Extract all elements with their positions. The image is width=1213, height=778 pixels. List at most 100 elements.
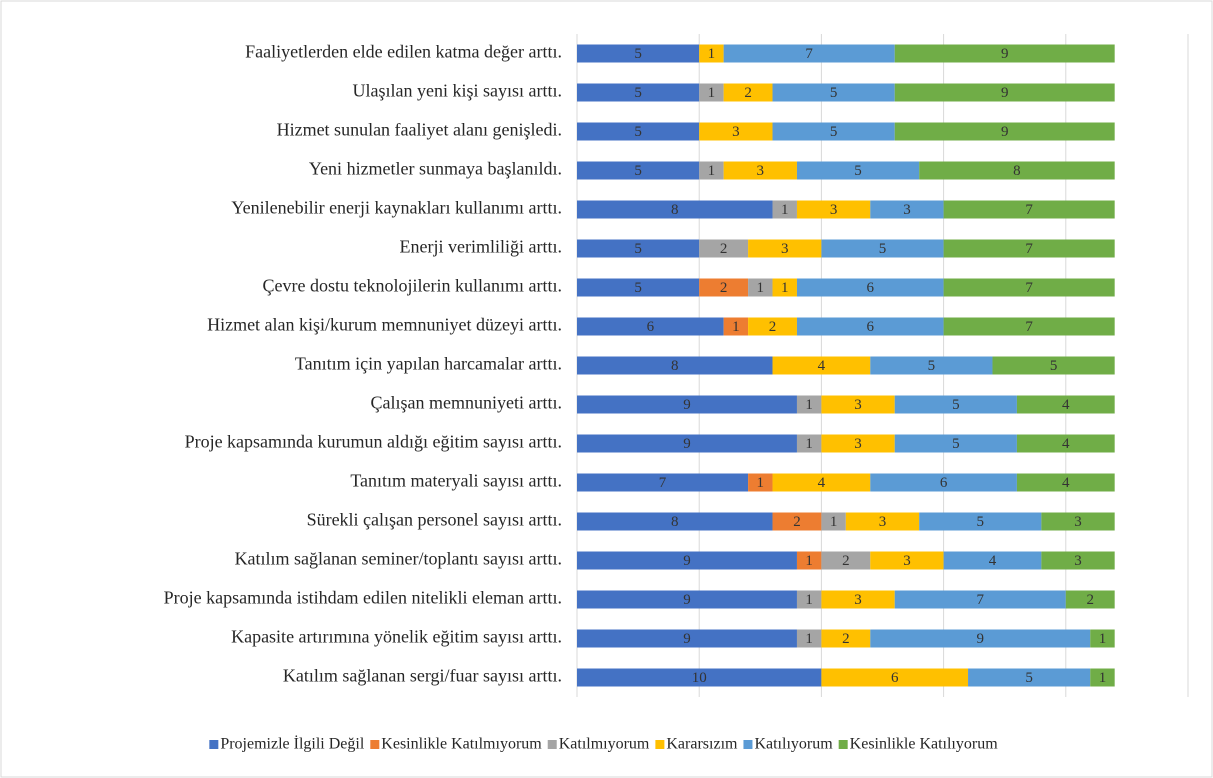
value-label: 9 bbox=[683, 436, 691, 452]
bar-segment bbox=[723, 161, 797, 180]
value-label: 10 bbox=[692, 670, 707, 686]
value-label: 5 bbox=[1050, 358, 1058, 374]
category-label: Çalışan memnuniyeti arttı. bbox=[371, 393, 562, 413]
value-label: 8 bbox=[671, 358, 679, 374]
bar-segment bbox=[577, 434, 797, 453]
value-label: 4 bbox=[818, 475, 826, 491]
bar-segment bbox=[577, 395, 797, 414]
legend-swatch bbox=[655, 740, 665, 749]
value-label: 1 bbox=[732, 319, 740, 335]
bar-segment bbox=[772, 356, 871, 375]
value-label: 3 bbox=[854, 436, 862, 452]
value-label: 7 bbox=[1025, 319, 1033, 335]
bar-segment bbox=[968, 668, 1091, 687]
bar-segment bbox=[943, 278, 1115, 297]
value-label: 5 bbox=[634, 46, 642, 62]
bar-segment bbox=[1041, 512, 1115, 531]
value-label: 1 bbox=[708, 163, 716, 179]
value-label: 3 bbox=[854, 397, 862, 413]
value-label: 5 bbox=[952, 436, 960, 452]
value-label: 6 bbox=[891, 670, 899, 686]
value-label: 1 bbox=[805, 631, 813, 647]
bar-segment bbox=[577, 629, 797, 648]
bar-segment bbox=[821, 434, 895, 453]
legend-label: Kararsızım bbox=[666, 736, 738, 753]
bar-segment bbox=[894, 395, 1017, 414]
bar-segment bbox=[577, 356, 773, 375]
value-label: 5 bbox=[1025, 670, 1033, 686]
value-label: 1 bbox=[1099, 670, 1107, 686]
value-label: 1 bbox=[757, 280, 765, 296]
bar-segment bbox=[577, 551, 797, 570]
value-label: 2 bbox=[793, 514, 801, 530]
value-label: 9 bbox=[683, 397, 691, 413]
bar-segment bbox=[894, 590, 1066, 609]
category-label: Çevre dostu teknolojilerin kullanımı art… bbox=[263, 276, 562, 296]
bar-segment bbox=[577, 122, 700, 141]
category-label: Hizmet alan kişi/kurum memnuniyet düzeyi… bbox=[207, 315, 562, 335]
value-label: 3 bbox=[781, 241, 789, 257]
bar-segment bbox=[1090, 629, 1115, 648]
bar-segment bbox=[577, 473, 749, 492]
category-label: Kapasite artırımına yönelik eğitim sayıs… bbox=[231, 627, 562, 647]
bar-segment bbox=[992, 356, 1115, 375]
value-label: 1 bbox=[805, 553, 813, 569]
bar-segment bbox=[919, 161, 1115, 180]
value-label: 1 bbox=[805, 397, 813, 413]
value-label: 5 bbox=[830, 85, 838, 101]
bar-segment bbox=[577, 590, 797, 609]
bar-segment bbox=[699, 83, 724, 102]
bar-segment bbox=[796, 278, 944, 297]
bar-segment bbox=[699, 44, 724, 63]
value-label: 4 bbox=[1062, 436, 1070, 452]
category-label: Enerji verimliliği arttı. bbox=[400, 237, 562, 257]
bar-segment bbox=[894, 122, 1115, 141]
value-label: 3 bbox=[1074, 514, 1082, 530]
bar-segment bbox=[821, 629, 871, 648]
bar-segment bbox=[699, 239, 749, 258]
value-label: 1 bbox=[757, 475, 765, 491]
bar-segment bbox=[1016, 395, 1115, 414]
value-label: 9 bbox=[1001, 46, 1009, 62]
value-label: 2 bbox=[720, 241, 728, 257]
bar-segment bbox=[894, 83, 1115, 102]
legend-swatch bbox=[370, 740, 380, 749]
bar-segment bbox=[943, 200, 1115, 219]
bar-segment bbox=[796, 317, 944, 336]
category-label: Yenilenebilir enerji kaynakları kullanım… bbox=[231, 198, 562, 218]
value-label: 8 bbox=[1013, 163, 1021, 179]
value-label: 4 bbox=[818, 358, 826, 374]
value-label: 7 bbox=[977, 592, 985, 608]
value-label: 9 bbox=[683, 631, 691, 647]
value-label: 2 bbox=[1086, 592, 1094, 608]
value-label: 9 bbox=[1001, 85, 1009, 101]
value-label: 3 bbox=[830, 202, 838, 218]
value-label: 6 bbox=[867, 280, 875, 296]
bar-segment bbox=[577, 83, 700, 102]
bar-segment bbox=[577, 278, 700, 297]
legend-swatch bbox=[743, 740, 753, 749]
value-label: 6 bbox=[940, 475, 948, 491]
value-label: 7 bbox=[1025, 241, 1033, 257]
bar-segment bbox=[821, 512, 846, 531]
bar-segment bbox=[748, 278, 773, 297]
value-label: 3 bbox=[903, 553, 911, 569]
bar-segment bbox=[577, 512, 773, 531]
legend-label: Kesinlikle Katılıyorum bbox=[850, 736, 999, 753]
value-label: 4 bbox=[989, 553, 997, 569]
value-label: 7 bbox=[659, 475, 667, 491]
value-label: 3 bbox=[757, 163, 765, 179]
value-label: 5 bbox=[634, 163, 642, 179]
category-label: Sürekli çalışan personel sayısı arttı. bbox=[307, 510, 562, 530]
value-label: 5 bbox=[634, 124, 642, 140]
bar-segment bbox=[1016, 473, 1115, 492]
bar-segment bbox=[723, 317, 749, 336]
value-label: 9 bbox=[1001, 124, 1009, 140]
category-label: Hizmet sunulan faaliyet alanı genişledi. bbox=[277, 120, 562, 140]
value-label: 1 bbox=[708, 85, 716, 101]
bar-segment bbox=[796, 551, 822, 570]
value-label: 7 bbox=[1025, 202, 1033, 218]
category-label: Tanıtım materyali sayısı arttı. bbox=[350, 471, 562, 491]
bar-segment bbox=[577, 668, 822, 687]
bar-segment bbox=[577, 161, 700, 180]
